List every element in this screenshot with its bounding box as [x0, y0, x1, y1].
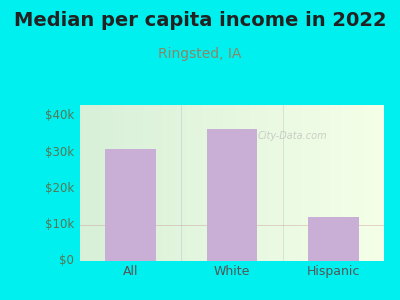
Bar: [308, 218, 359, 261]
Text: $10k: $10k: [45, 218, 74, 231]
Bar: [207, 129, 257, 261]
Text: $0: $0: [59, 254, 74, 268]
Text: Median per capita income in 2022: Median per capita income in 2022: [14, 11, 386, 31]
Text: $40k: $40k: [45, 110, 74, 122]
Text: Ringsted, IA: Ringsted, IA: [158, 47, 242, 61]
Bar: [105, 148, 156, 261]
Text: City-Data.com: City-Data.com: [258, 131, 328, 141]
Text: $30k: $30k: [45, 146, 74, 159]
Text: $20k: $20k: [45, 182, 74, 195]
